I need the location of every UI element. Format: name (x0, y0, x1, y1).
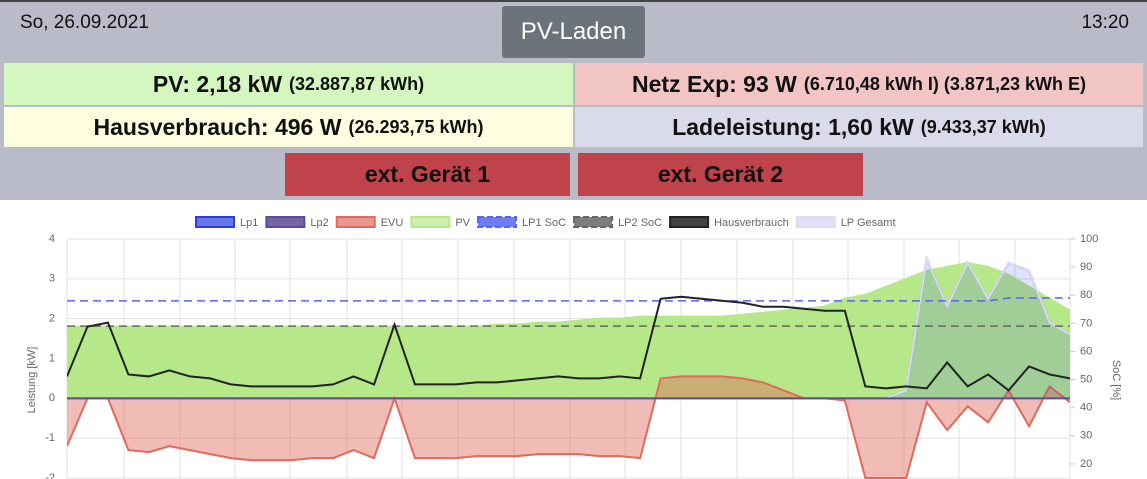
y2-tick-label: 40 (1080, 402, 1092, 414)
y2-tick-label: 60 (1080, 345, 1092, 357)
legend-label: LP Gesamt (841, 217, 896, 229)
grid-label: Netz Exp: 93 W (632, 70, 797, 97)
mode-button[interactable]: PV-Laden (502, 6, 645, 58)
charge-box: Ladeleistung: 1,60 kW (9.433,37 kWh) (575, 107, 1143, 147)
area (67, 376, 1070, 478)
y2-tick-label: 30 (1080, 430, 1092, 442)
y-tick-label: 3 (49, 273, 55, 285)
legend-swatch (335, 216, 376, 228)
series-line (67, 297, 1070, 302)
pv-label: PV: 2,18 kW (152, 70, 283, 97)
time: 13:20 (1081, 12, 1129, 33)
grid-box: Netz Exp: 93 W (6.710,48 kWh I) (3.871,23… (575, 63, 1143, 105)
y-axis-title: Leistung [kW] (26, 347, 38, 414)
legend-label: Lp2 (310, 217, 328, 229)
series-line (67, 375, 1070, 479)
y2-axis-title: SoC [%] (1110, 360, 1122, 400)
legend-swatch (195, 216, 235, 228)
legend-label: LP1 SoC (522, 217, 566, 229)
area (67, 262, 1070, 399)
series-line (67, 295, 1070, 392)
y-tick-label: 2 (49, 313, 55, 325)
y2-tick-label: 70 (1080, 317, 1092, 329)
legend-label: Hausverbrauch (714, 217, 789, 229)
grid-detail: (6.710,48 kWh I) (3.871,23 kWh E) (803, 73, 1086, 94)
legend-swatch (410, 216, 451, 228)
pv-box: PV: 2,18 kW (32.887,87 kWh) (4, 63, 573, 105)
chart: Leistung [kW] SoC [%] -2 -1 0 1 2 3 4 20 30 40 50 6… (26, 216, 1122, 479)
date: So, 26.09.2021 (20, 12, 149, 33)
legend-swatch (265, 216, 306, 228)
device-button[interactable]: ext. Gerät 1 (285, 153, 570, 196)
y2-tick-label: 80 (1080, 289, 1092, 301)
header: So, 26.09.2021 PV-Laden 13:20 (0, 0, 1147, 61)
pv-detail: (32.887,87 kWh) (289, 73, 425, 94)
legend-label: EVU (381, 217, 404, 229)
legend-label: LP2 SoC (618, 217, 662, 229)
house-label: Hausverbrauch: 496 W (93, 113, 342, 140)
legend-swatch (795, 216, 836, 228)
legend-label: PV (455, 217, 470, 229)
y2-tick-label: 50 (1080, 373, 1092, 385)
y-tick-label: -1 (45, 432, 55, 444)
y2-tick-label: 90 (1080, 261, 1092, 273)
y2-tick-label: 20 (1080, 458, 1092, 470)
legend-swatch (573, 216, 614, 228)
series-line (67, 261, 1070, 328)
y-tick-label: -2 (45, 472, 55, 479)
device-button[interactable]: ext. Gerät 2 (578, 153, 863, 196)
house-detail: (26.293,75 kWh) (348, 116, 484, 137)
y-tick-label: 4 (49, 233, 55, 245)
y2-tick-label: 100 (1080, 233, 1098, 245)
house-box: Hausverbrauch: 496 W (26.293,75 kWh) (4, 107, 573, 147)
legend-label: Lp1 (240, 217, 258, 229)
plot (67, 255, 1070, 479)
y-tick-label: 1 (49, 352, 55, 364)
legend-swatch (477, 216, 518, 228)
charge-detail: (9.433,37 kWh) (920, 116, 1046, 137)
legend-swatch (669, 216, 710, 228)
charge-label: Ladeleistung: 1,60 kW (672, 113, 914, 140)
y-tick-label: 0 (49, 392, 55, 404)
